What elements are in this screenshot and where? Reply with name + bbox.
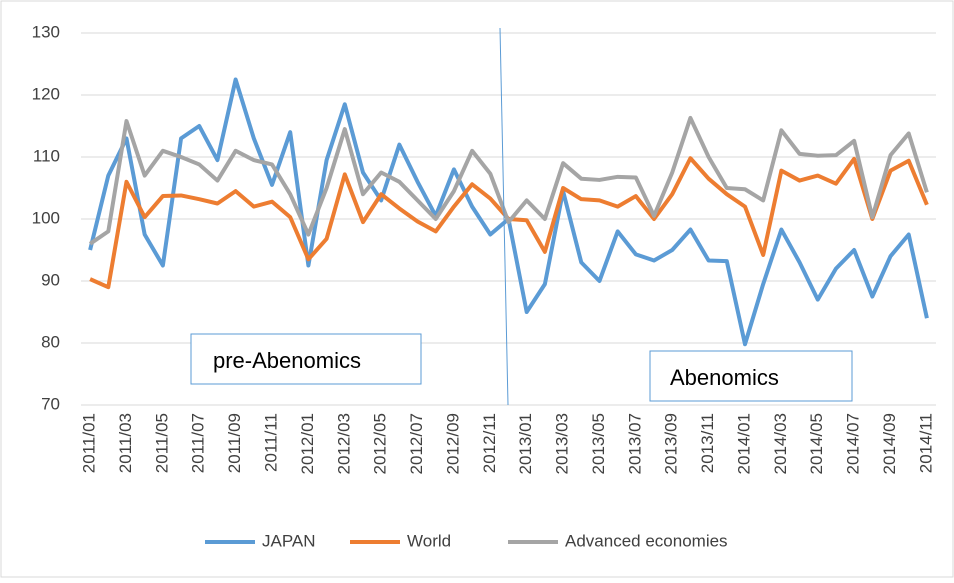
x-tick-label: 2012/07 bbox=[407, 413, 426, 474]
x-tick-label: 2014/11 bbox=[916, 413, 935, 473]
annotation-box bbox=[649, 350, 853, 402]
x-tick-label: 2011/09 bbox=[225, 413, 244, 473]
annotation-box bbox=[190, 333, 422, 385]
y-tick-label: 70 bbox=[41, 394, 60, 413]
annotation: pre-Abenomics bbox=[213, 348, 361, 373]
x-tick-label: 2014/07 bbox=[844, 413, 863, 474]
x-tick-label: 2011/01 bbox=[80, 413, 99, 473]
x-tick-label: 2014/05 bbox=[807, 413, 826, 474]
x-tick-label: 2014/09 bbox=[880, 413, 899, 474]
y-tick-label: 120 bbox=[32, 84, 60, 103]
legend: JAPAN World Advanced economies bbox=[205, 531, 728, 550]
x-tick-label: 2013/01 bbox=[516, 413, 535, 474]
x-tick-label: 2014/01 bbox=[734, 413, 753, 474]
legend-label: World bbox=[407, 531, 451, 550]
x-tick-label: 2012/09 bbox=[443, 413, 462, 474]
x-tick-label: 2012/05 bbox=[371, 413, 390, 474]
x-tick-label: 2013/03 bbox=[553, 413, 572, 474]
annotation: Abenomics bbox=[670, 365, 779, 390]
x-tick-label: 2011/05 bbox=[152, 413, 171, 473]
y-tick-label: 100 bbox=[32, 208, 60, 227]
x-tick-label: 2011/03 bbox=[116, 413, 135, 473]
x-tick-label: 2012/01 bbox=[298, 413, 317, 474]
x-tick-label: 2014/03 bbox=[771, 413, 790, 474]
x-tick-label: 2013/09 bbox=[662, 413, 681, 474]
y-tick-label: 80 bbox=[41, 332, 60, 351]
series-line bbox=[88, 115, 929, 246]
y-tick-label: 130 bbox=[32, 22, 60, 41]
x-tick-label: 2013/07 bbox=[625, 413, 644, 474]
y-tick-label: 110 bbox=[33, 146, 60, 165]
x-tick-label: 2011/07 bbox=[189, 413, 208, 473]
y-tick-label: 90 bbox=[41, 270, 60, 289]
divider bbox=[499, 27, 509, 406]
x-tick-label: 2012/03 bbox=[334, 413, 353, 474]
x-tick-label: 2013/05 bbox=[589, 413, 608, 474]
x-tick-label: 2011/11 bbox=[261, 413, 280, 472]
x-tick-label: 2013/11 bbox=[698, 413, 717, 473]
legend-label: JAPAN bbox=[262, 531, 316, 550]
legend-label: Advanced economies bbox=[565, 531, 728, 550]
x-tick-label: 2012/11 bbox=[480, 413, 499, 473]
plot bbox=[88, 77, 929, 347]
